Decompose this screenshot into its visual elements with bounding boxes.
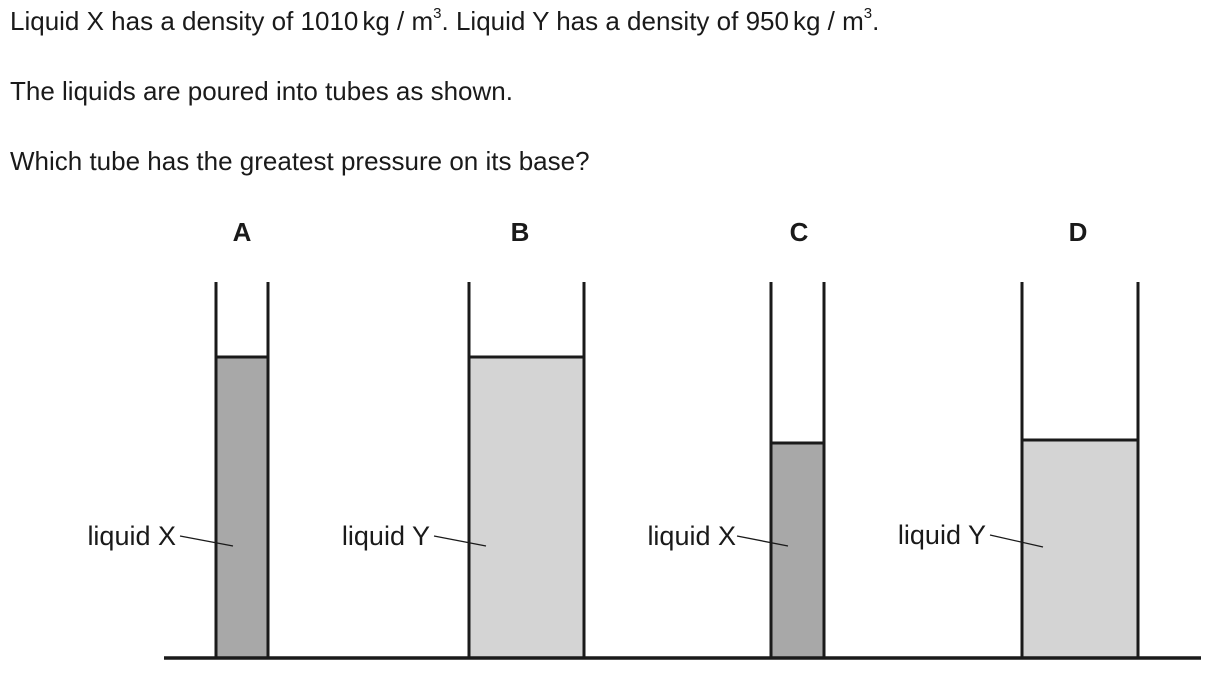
tube-d-liquid-label: liquid Y [898,520,986,550]
tube-d-liquid [1022,440,1138,658]
liquid-x-unit-exponent: 3 [433,5,442,23]
liquid-x-density-unit: kg / m [362,6,434,36]
tube-b-liquid-label: liquid Y [342,521,430,551]
tube-b-liquid [469,357,584,658]
liquid-y-density-value: 950 [745,6,789,36]
tube-b-label: B [511,217,530,247]
tube-a-label: A [233,217,252,247]
tube-d-leader-line [989,534,1044,548]
tube-a-liquid [216,357,268,658]
tube-a: A liquid X [87,217,270,658]
tube-d-label: D [1069,217,1088,247]
question-line-2: The liquids are poured into tubes as sho… [10,76,513,106]
tube-b: B liquid Y [342,217,586,658]
liquid-y-density-unit: kg / m [792,6,864,36]
question-line-3: Which tube has the greatest pressure on … [10,146,590,176]
tube-d: D liquid Y [898,217,1140,658]
liquid-y-density-text: Liquid Y has a density of [455,6,739,36]
tube-c-label: C [790,217,809,247]
tube-b-leader-line [433,535,487,547]
tube-c: C liquid X [647,217,826,658]
tube-a-leader-line [179,535,234,547]
liquid-y-unit-exponent: 3 [863,5,873,23]
tube-c-liquid [771,443,824,658]
liquid-x-density-text: Liquid X has a density of [10,6,294,36]
tube-c-leader-line [736,535,789,547]
question-line-1: Liquid X has a density of 1010 kg / m3. L… [10,5,880,36]
tube-a-liquid-label: liquid X [87,521,176,551]
liquid-x-density-value: 1010 [300,6,359,36]
tube-c-liquid-label: liquid X [647,521,736,551]
